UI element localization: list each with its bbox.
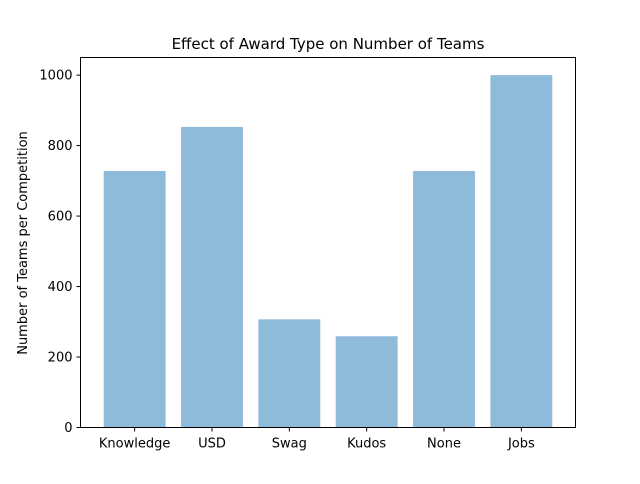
x-tick-label: None (427, 437, 461, 452)
plot-frame (80, 57, 576, 428)
bar-knowledge (103, 170, 166, 428)
chart-title: Effect of Award Type on Number of Teams (172, 35, 485, 53)
y-tick-label: 200 (48, 351, 73, 366)
bar-swag (258, 319, 321, 428)
bars-layer (103, 75, 553, 428)
ticks-layer: Knowledge USD Swag Kudos None Jobs 0 200 400 600 8… (39, 69, 535, 452)
y-axis-label: Number of Teams per Competition (16, 131, 31, 355)
bar-jobs (490, 75, 553, 428)
y-tick-label: 0 (64, 421, 72, 436)
y-tick-label: 800 (48, 139, 73, 154)
bar-usd (181, 126, 243, 428)
x-tick-label: Swag (272, 437, 307, 452)
y-tick-label: 600 (48, 210, 73, 225)
bar-kudos (335, 336, 398, 428)
y-tick-label: 1000 (39, 69, 72, 84)
x-tick-label: Kudos (347, 437, 386, 452)
y-tick-label: 400 (48, 280, 73, 295)
x-tick-label: USD (198, 437, 226, 452)
x-tick-label: Jobs (507, 437, 535, 452)
bar-none (413, 170, 475, 428)
x-tick-label: Knowledge (99, 437, 170, 452)
